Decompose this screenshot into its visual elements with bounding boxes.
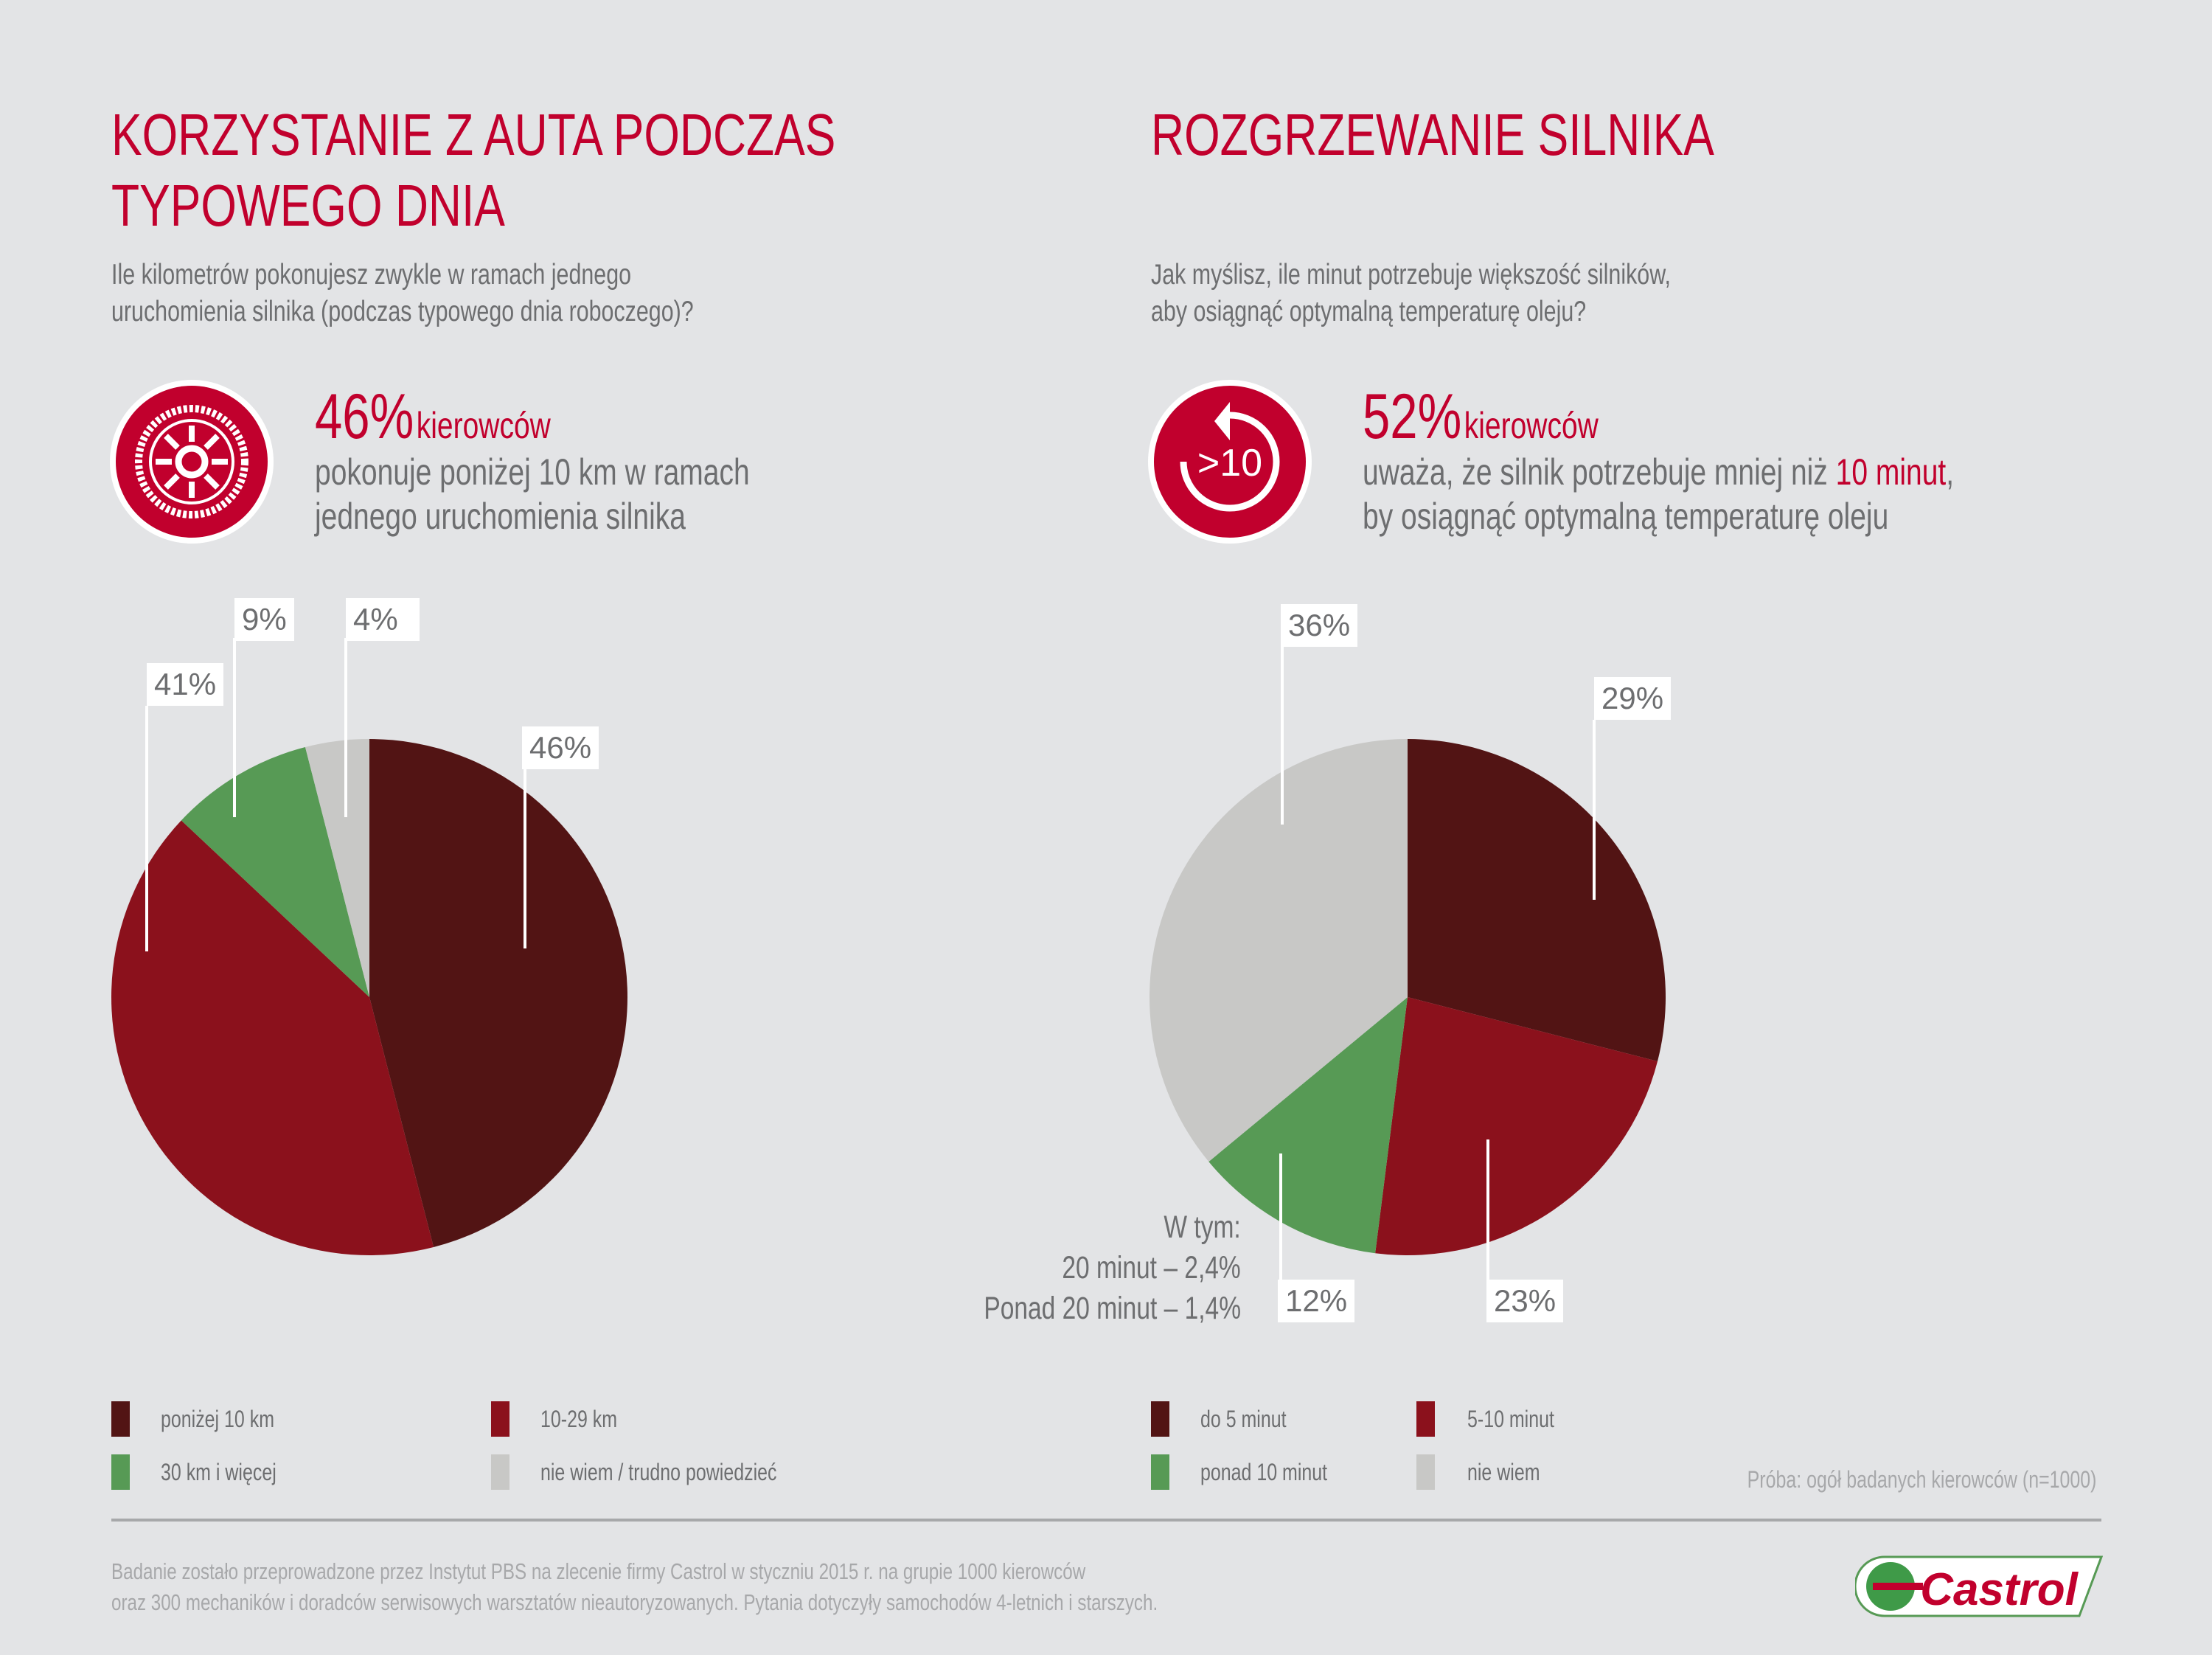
leader-line <box>1279 1153 1282 1280</box>
svg-text:Castrol: Castrol <box>1920 1564 2079 1615</box>
legend-label: ponad 10 minut <box>1200 1459 1328 1485</box>
left-title: KORZYSTANIE Z AUTA PODCZAS TYPOWEGO DNIA <box>111 102 836 238</box>
legend-label: nie wiem / trudno powiedzieć <box>540 1459 777 1485</box>
legend-swatch <box>491 1401 509 1437</box>
divider <box>111 1519 2101 1522</box>
footer-text: Badanie zostało przeprowadzone przez Ins… <box>111 1558 1158 1615</box>
data-label: 23% <box>1486 1280 1564 1322</box>
legend-label: do 5 minut <box>1200 1406 1287 1432</box>
legend-label: nie wiem <box>1467 1459 1540 1485</box>
pie-slice-nie-wiem <box>1149 739 1408 1162</box>
note-breakdown: W tym: 20 minut – 2,4% Ponad 20 minut – … <box>984 1210 1241 1326</box>
left-question: Ile kilometrów pokonujesz zwykle w ramac… <box>111 259 694 327</box>
pie-slice-do-5-minut <box>1408 739 1666 1062</box>
data-label: 9% <box>234 598 294 641</box>
castrol-logo: Castrol <box>1855 1555 2103 1617</box>
pie-slice-5-10-minut <box>1375 997 1658 1255</box>
right-stat: 52% kierowców uważa, że silnik potrzebuj… <box>1363 381 1955 537</box>
right-title: ROZGRZEWANIE SILNIKA <box>1151 102 1714 167</box>
timer-icon-text: >10 <box>1197 442 1262 485</box>
legend-swatch <box>111 1401 130 1437</box>
legend-label: 30 km i więcej <box>161 1459 276 1485</box>
leader-line <box>344 638 347 817</box>
pie-slice-30-km-i-wi-cej <box>181 746 369 997</box>
leader-line <box>1593 720 1596 900</box>
left-stat: 46% kierowców pokonuje poniżej 10 km w r… <box>315 381 750 537</box>
wheel-icon <box>110 380 274 544</box>
legend-swatch <box>1151 1401 1169 1437</box>
sample-note: Próba: ogół badanych kierowców (n=1000) <box>1747 1466 2096 1493</box>
leader-line <box>233 638 236 817</box>
leader-line <box>145 706 148 951</box>
data-label: 41% <box>147 663 224 706</box>
legend-swatch <box>491 1454 509 1490</box>
data-label: 29% <box>1594 677 1672 720</box>
right-question: Jak myślisz, ile minut potrzebuje większ… <box>1151 259 1671 327</box>
data-label: 12% <box>1278 1280 1355 1322</box>
data-label: 4% <box>346 598 420 641</box>
pie-slice-nie-wiem-trudno-powiedzie- <box>305 739 369 997</box>
legend-label: 10-29 km <box>540 1406 618 1432</box>
legend-swatch <box>111 1454 130 1490</box>
pie-slice-poni-ej-10-km <box>369 739 628 1248</box>
data-label: 36% <box>1281 604 1358 647</box>
legend-label: poniżej 10 km <box>161 1406 275 1432</box>
leader-line <box>1281 646 1284 825</box>
legend-label: 5-10 minut <box>1467 1406 1554 1432</box>
pie-slice-ponad-10-minut <box>1208 997 1408 1254</box>
pie-slice-10-29-km <box>111 820 434 1255</box>
legend-swatch <box>1416 1401 1435 1437</box>
data-label: 46% <box>522 726 599 769</box>
legend-swatch <box>1416 1454 1435 1490</box>
leader-line <box>1486 1139 1489 1280</box>
leader-line <box>524 769 526 948</box>
timer-icon: >10 <box>1148 380 1312 544</box>
legend-swatch <box>1151 1454 1169 1490</box>
